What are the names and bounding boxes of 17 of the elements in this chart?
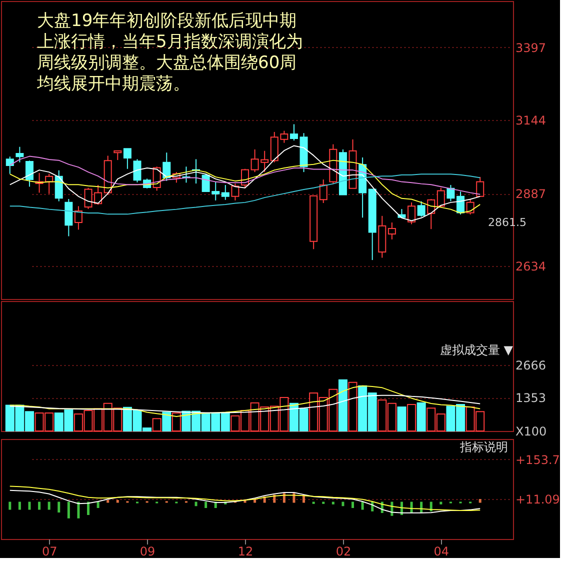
annotation: 虚拟成交量 ▼ [440, 343, 514, 357]
x-tick-label: 04 [434, 544, 450, 558]
y-tick-label: 2887 [516, 187, 546, 202]
y-tick-label: +153.7 [516, 452, 560, 467]
x-tick-label: 09 [140, 544, 156, 558]
y-tick-label: 3397 [516, 40, 546, 55]
y-tick-label: X100 [516, 424, 547, 438]
annotation: 指标说明 [459, 440, 508, 454]
y-tick-label: +11.09 [516, 492, 560, 507]
y-tick-label: 1353 [516, 391, 546, 406]
y-tick-label: 2666 [516, 358, 546, 373]
x-tick-label: 02 [336, 544, 352, 558]
x-tick-label: 12 [238, 544, 254, 558]
x-tick-label: 07 [42, 544, 58, 558]
text: 大盘19年年初创阶段新低后现中期上涨行情，当年5月指数深调演化为周线级别调整。大盘总体围绕60周均线展开中期震荡。 [36, 11, 303, 94]
y-tick-label: 3144 [516, 113, 546, 128]
y-tick-label: 2634 [516, 260, 546, 274]
